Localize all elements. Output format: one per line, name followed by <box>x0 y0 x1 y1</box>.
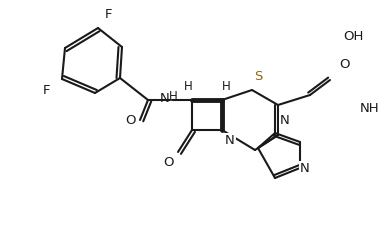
Text: N: N <box>225 134 235 147</box>
Text: N: N <box>280 114 290 126</box>
Text: H: H <box>184 81 192 93</box>
Text: NH: NH <box>360 101 379 114</box>
Text: OH: OH <box>343 30 363 43</box>
Text: S: S <box>254 71 262 84</box>
Text: O: O <box>340 58 350 71</box>
Text: H: H <box>168 90 177 103</box>
Text: F: F <box>104 8 112 22</box>
Text: H: H <box>222 81 230 93</box>
Text: F: F <box>43 84 51 96</box>
Text: N: N <box>160 92 170 104</box>
Text: O: O <box>163 156 173 169</box>
Text: N: N <box>300 161 310 174</box>
Text: O: O <box>125 114 135 128</box>
